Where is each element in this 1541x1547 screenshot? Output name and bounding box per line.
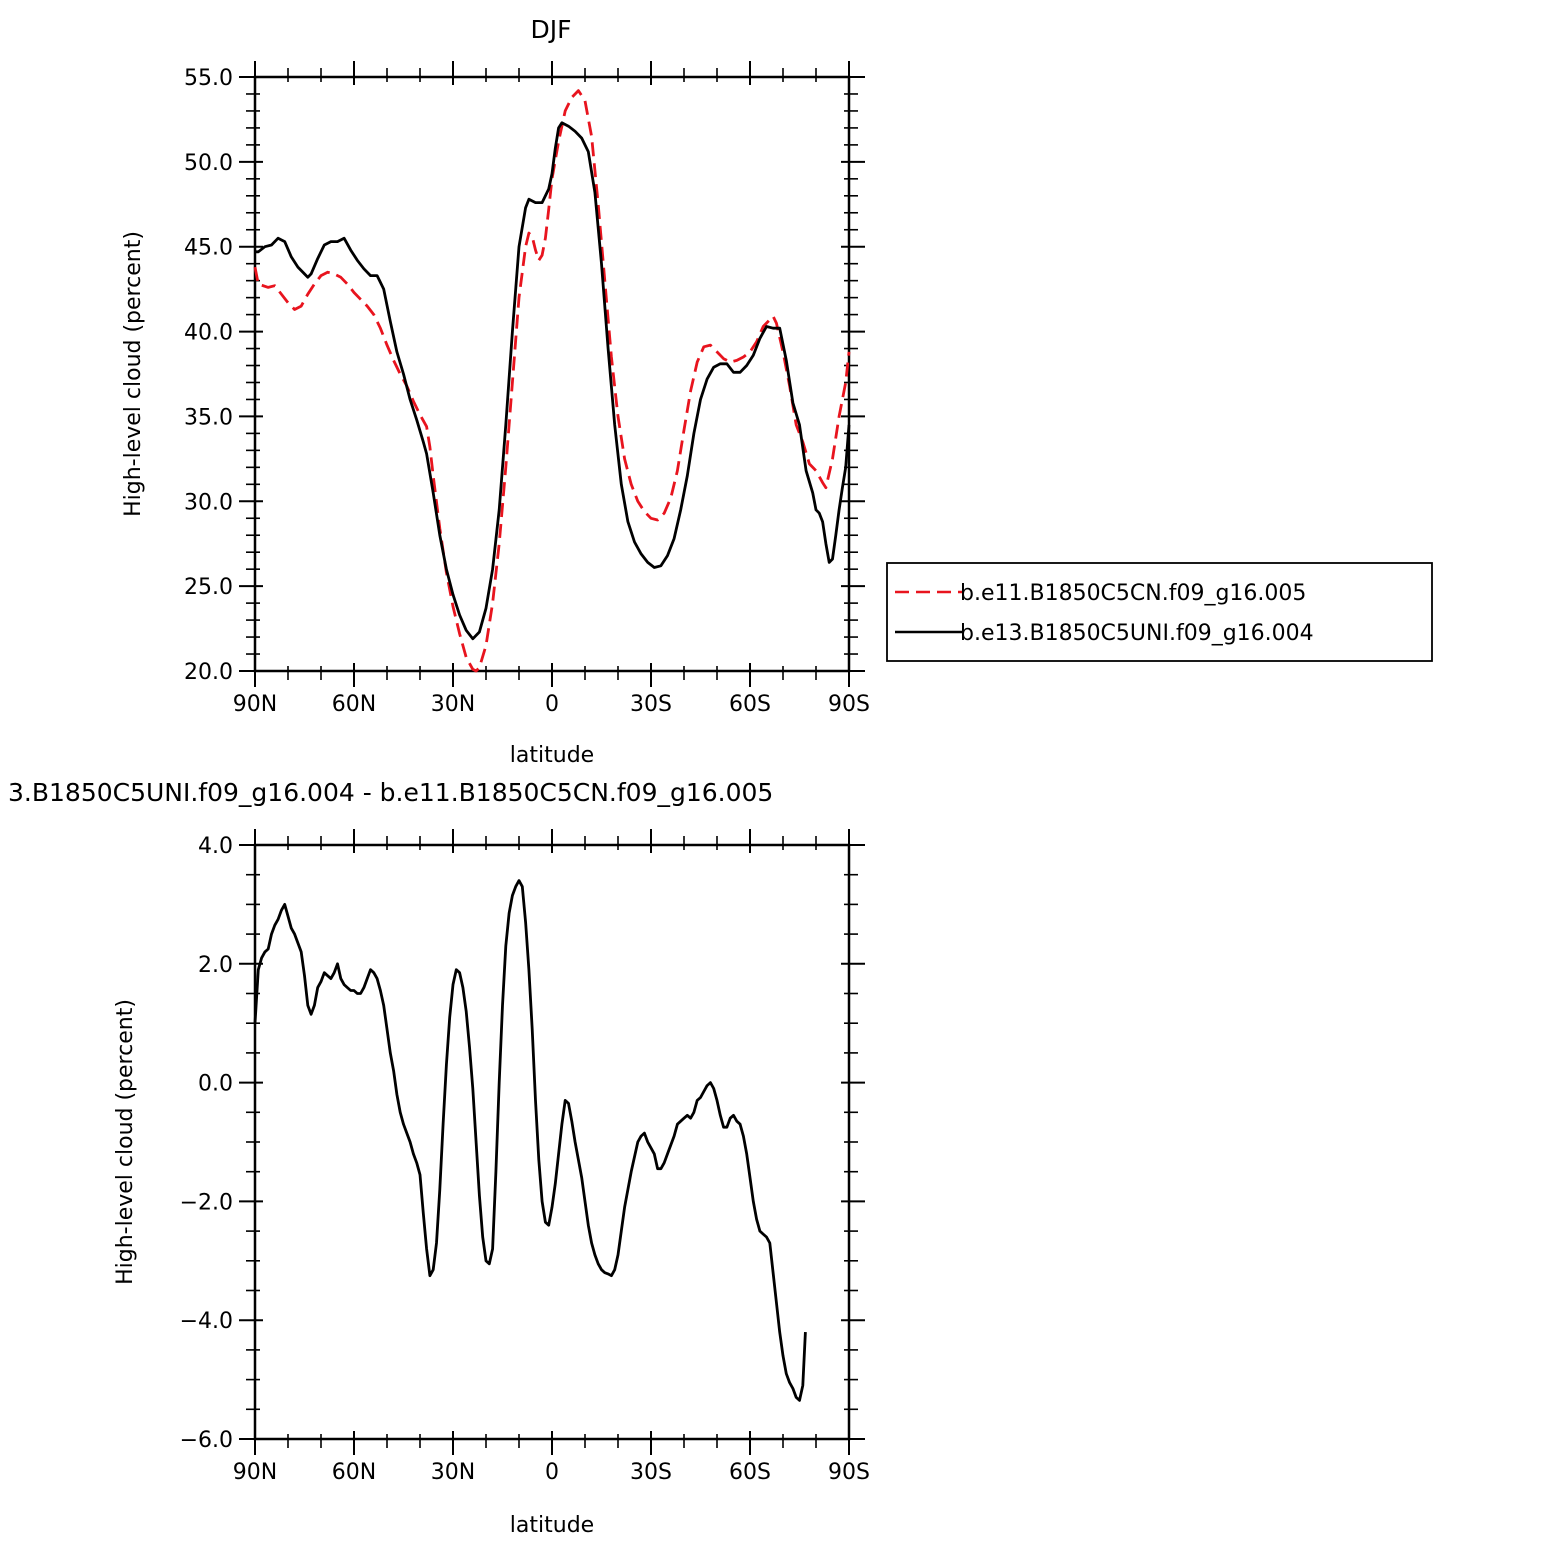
y-tick-label: 4.0 [198,834,233,859]
x-tick-label: 60S [729,692,771,717]
top-series-group [253,89,851,673]
bottom-y-axis-title: High-level cloud (percent) [113,999,138,1285]
x-tick-label: 60N [332,692,376,717]
bottom-plot-frame [253,843,851,1441]
legend-box [886,562,1433,662]
y-tick-label: −6.0 [180,1428,233,1453]
y-tick-label: −4.0 [180,1309,233,1334]
x-tick-label: 30S [630,1460,672,1485]
top-y-axis-title: High-level cloud (percent) [121,231,146,517]
y-tick-label: −2.0 [180,1190,233,1215]
y-tick-label: 35.0 [184,405,233,430]
x-tick-label: 30N [431,692,475,717]
series-line-1-1 [253,89,851,673]
series-line-2-1 [253,879,807,1402]
y-tick-label: 55.0 [184,66,233,91]
y-tick-label: 20.0 [184,660,233,685]
x-tick-label: 0 [545,692,559,717]
x-tick-label: 0 [545,1460,559,1485]
bottom-panel: 3.B1850C5UNI.f09_g16.004 - b.e11.B1850C5… [8,778,870,1538]
bottom-axis-ticks [239,829,865,1455]
y-tick-label: 2.0 [198,953,233,978]
top-x-tick-labels: 90N 60N 30N 0 30S 60S 90S [233,692,870,717]
top-plot-title: DJF [530,15,571,44]
x-tick-label: 30N [431,1460,475,1485]
y-tick-label: 25.0 [184,575,233,600]
y-tick-label: 45.0 [184,236,233,261]
y-tick-label: 0.0 [198,1072,233,1097]
y-tick-label: 30.0 [184,490,233,515]
bottom-series-group [253,879,807,1402]
x-tick-label: 90N [233,692,277,717]
series-line-1-2 [255,121,851,641]
x-tick-label: 30S [630,692,672,717]
y-tick-label: 40.0 [184,321,233,346]
top-y-tick-labels: 55.0 50.0 45.0 40.0 35.0 30.0 25.0 20.0 [184,66,233,685]
x-tick-label: 60S [729,1460,771,1485]
top-axis-ticks [239,61,865,687]
bottom-x-axis-title: latitude [510,1513,594,1538]
bottom-plot-title: 3.B1850C5UNI.f09_g16.004 - b.e11.B1850C5… [8,778,773,807]
top-panel: DJF 55.0 50.0 45.0 40.0 35.0 30.0 25.0 20.0 90N… [121,15,1433,768]
bottom-y-tick-labels: 4.0 2.0 0.0 −2.0 −4.0 −6.0 [180,834,233,1453]
x-tick-label: 90S [828,1460,870,1485]
legend: b.e11.B1850C5CN.f09_g16.005 b.e13.B1850C… [886,562,1433,662]
bottom-x-tick-labels: 90N 60N 30N 0 30S 60S 90S [233,1460,870,1485]
legend-label-series-1: b.e11.B1850C5CN.f09_g16.005 [960,581,1306,606]
x-tick-label: 90N [233,1460,277,1485]
top-x-axis-title: latitude [510,743,594,768]
x-tick-label: 60N [332,1460,376,1485]
x-tick-label: 90S [828,692,870,717]
y-tick-label: 50.0 [184,151,233,176]
legend-label-series-2: b.e13.B1850C5UNI.f09_g16.004 [960,621,1314,646]
